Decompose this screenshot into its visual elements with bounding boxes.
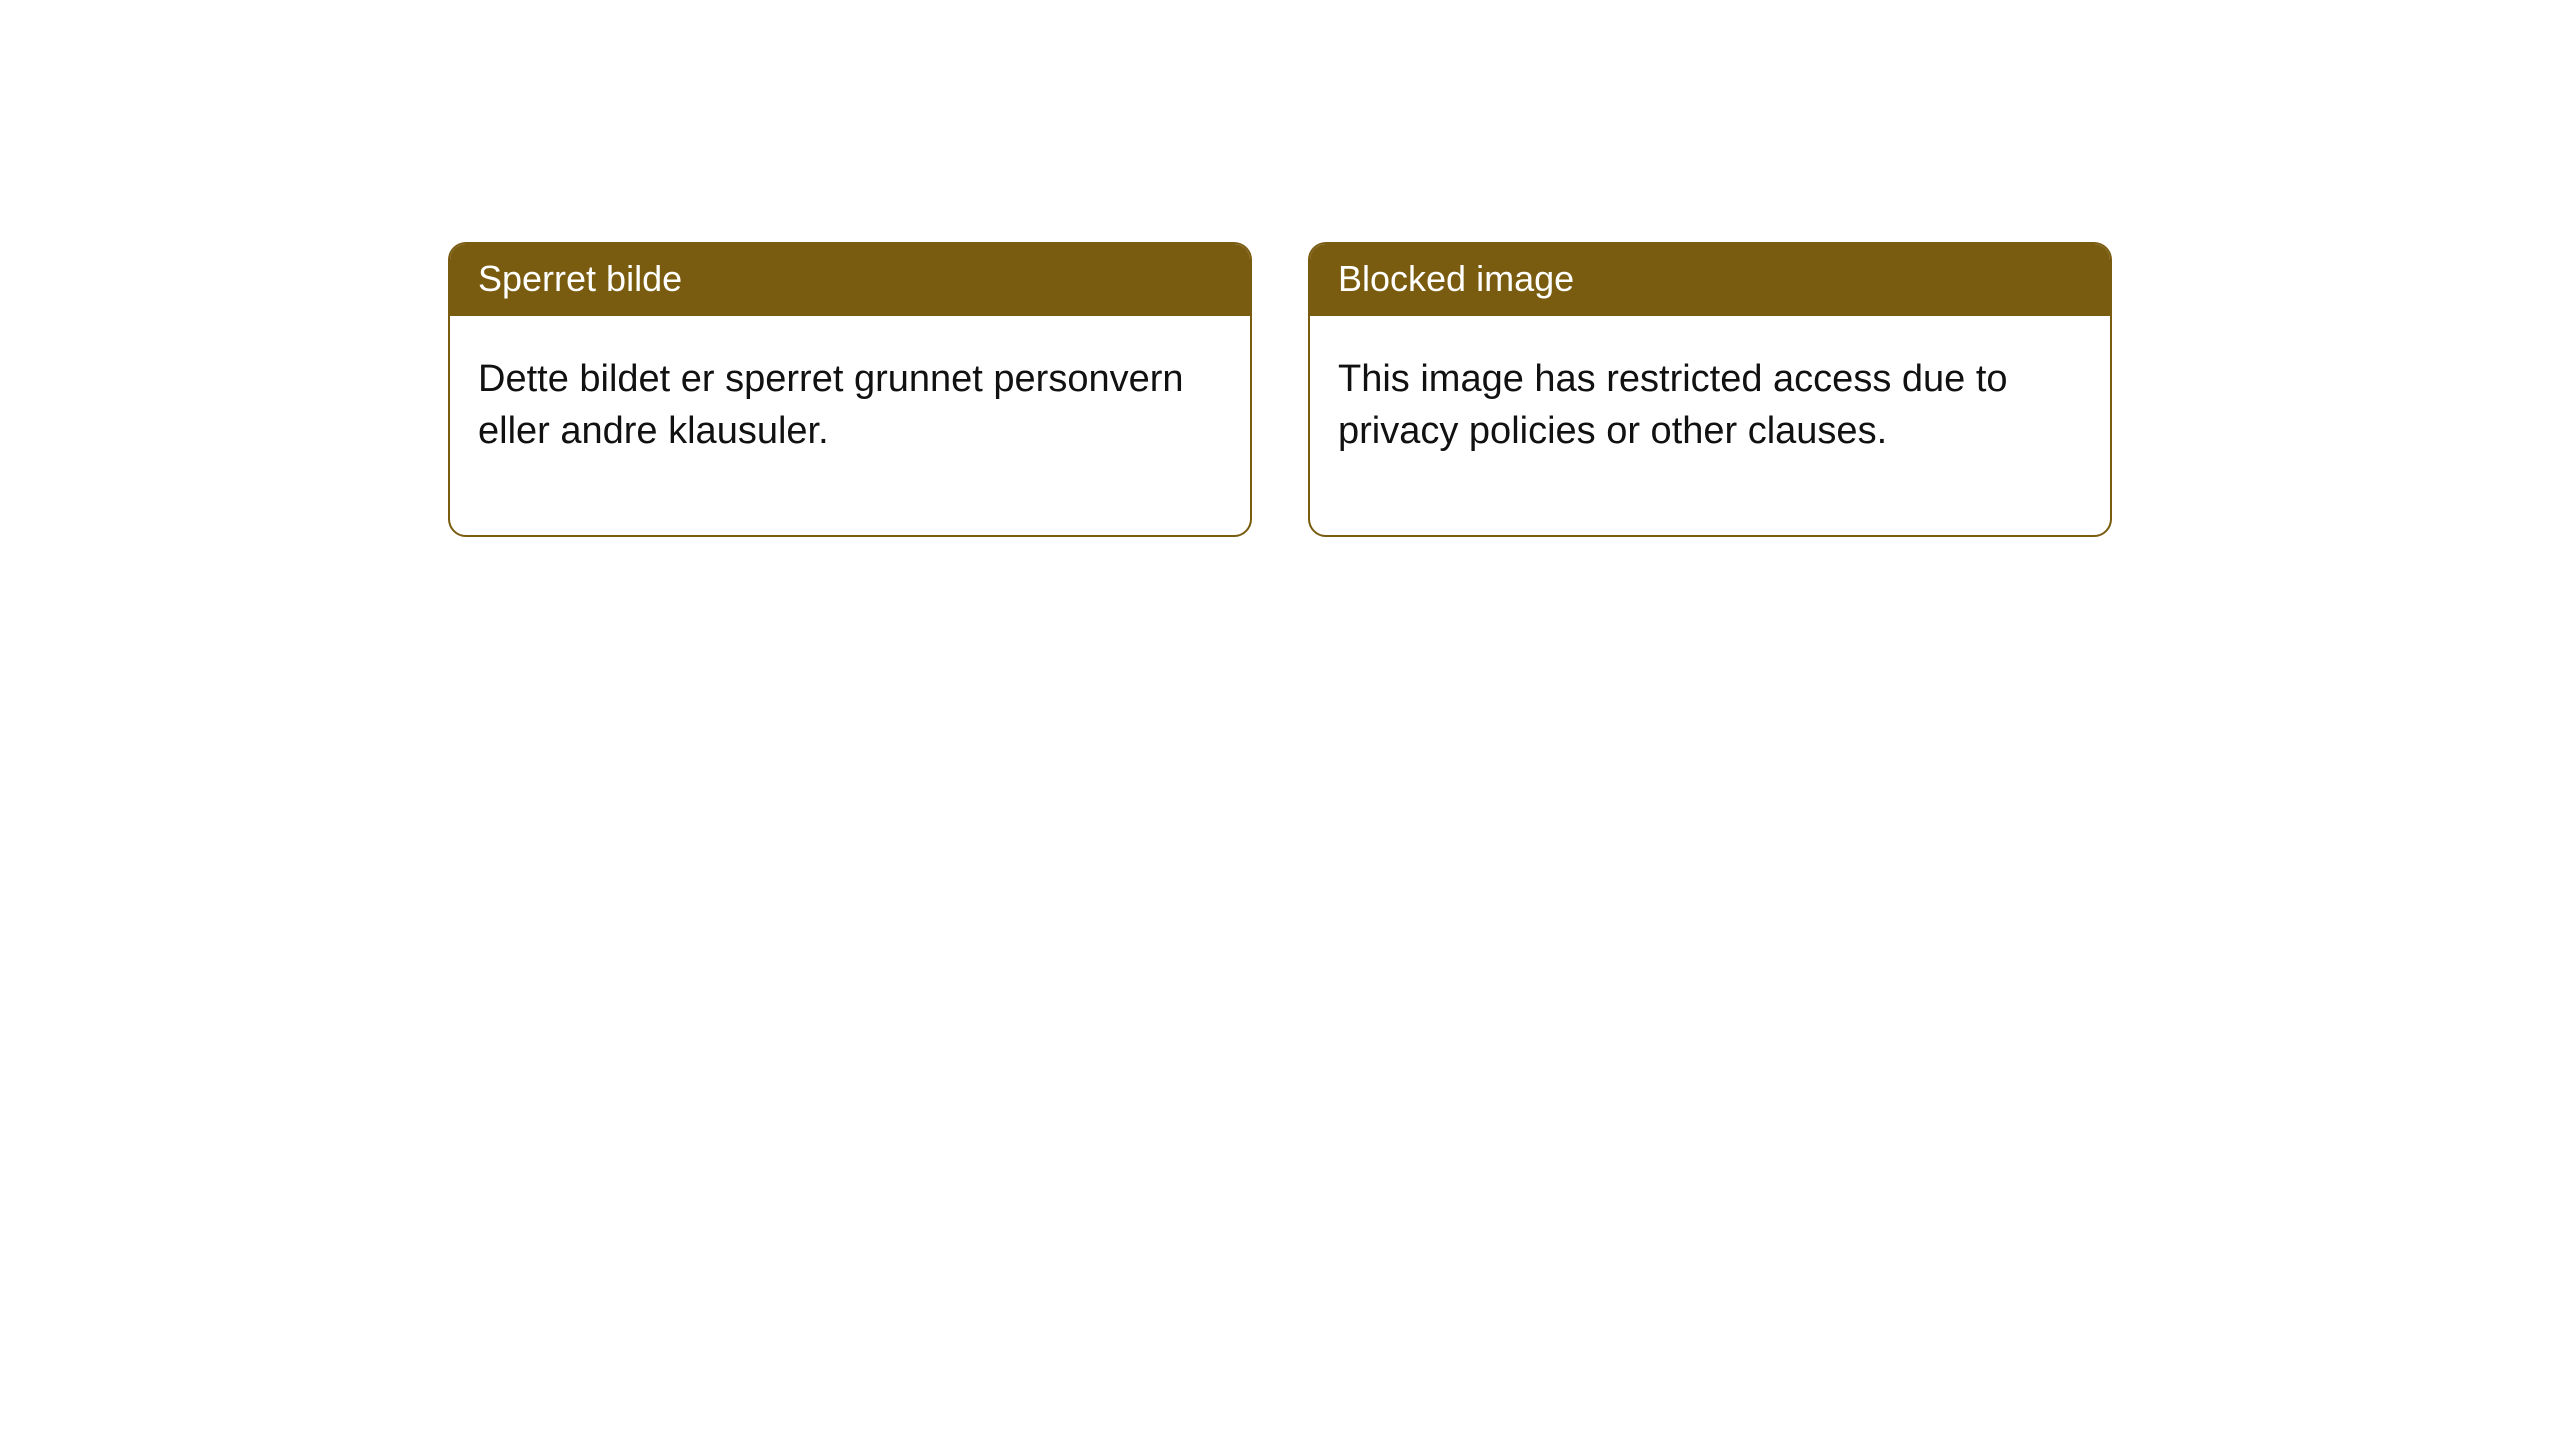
notice-card-english: Blocked image This image has restricted … <box>1308 242 2112 537</box>
notice-container: Sperret bilde Dette bildet er sperret gr… <box>448 242 2112 537</box>
notice-card-norwegian: Sperret bilde Dette bildet er sperret gr… <box>448 242 1252 537</box>
notice-header-english: Blocked image <box>1310 244 2110 316</box>
notice-body-norwegian: Dette bildet er sperret grunnet personve… <box>450 316 1250 535</box>
notice-body-english: This image has restricted access due to … <box>1310 316 2110 535</box>
notice-header-norwegian: Sperret bilde <box>450 244 1250 316</box>
